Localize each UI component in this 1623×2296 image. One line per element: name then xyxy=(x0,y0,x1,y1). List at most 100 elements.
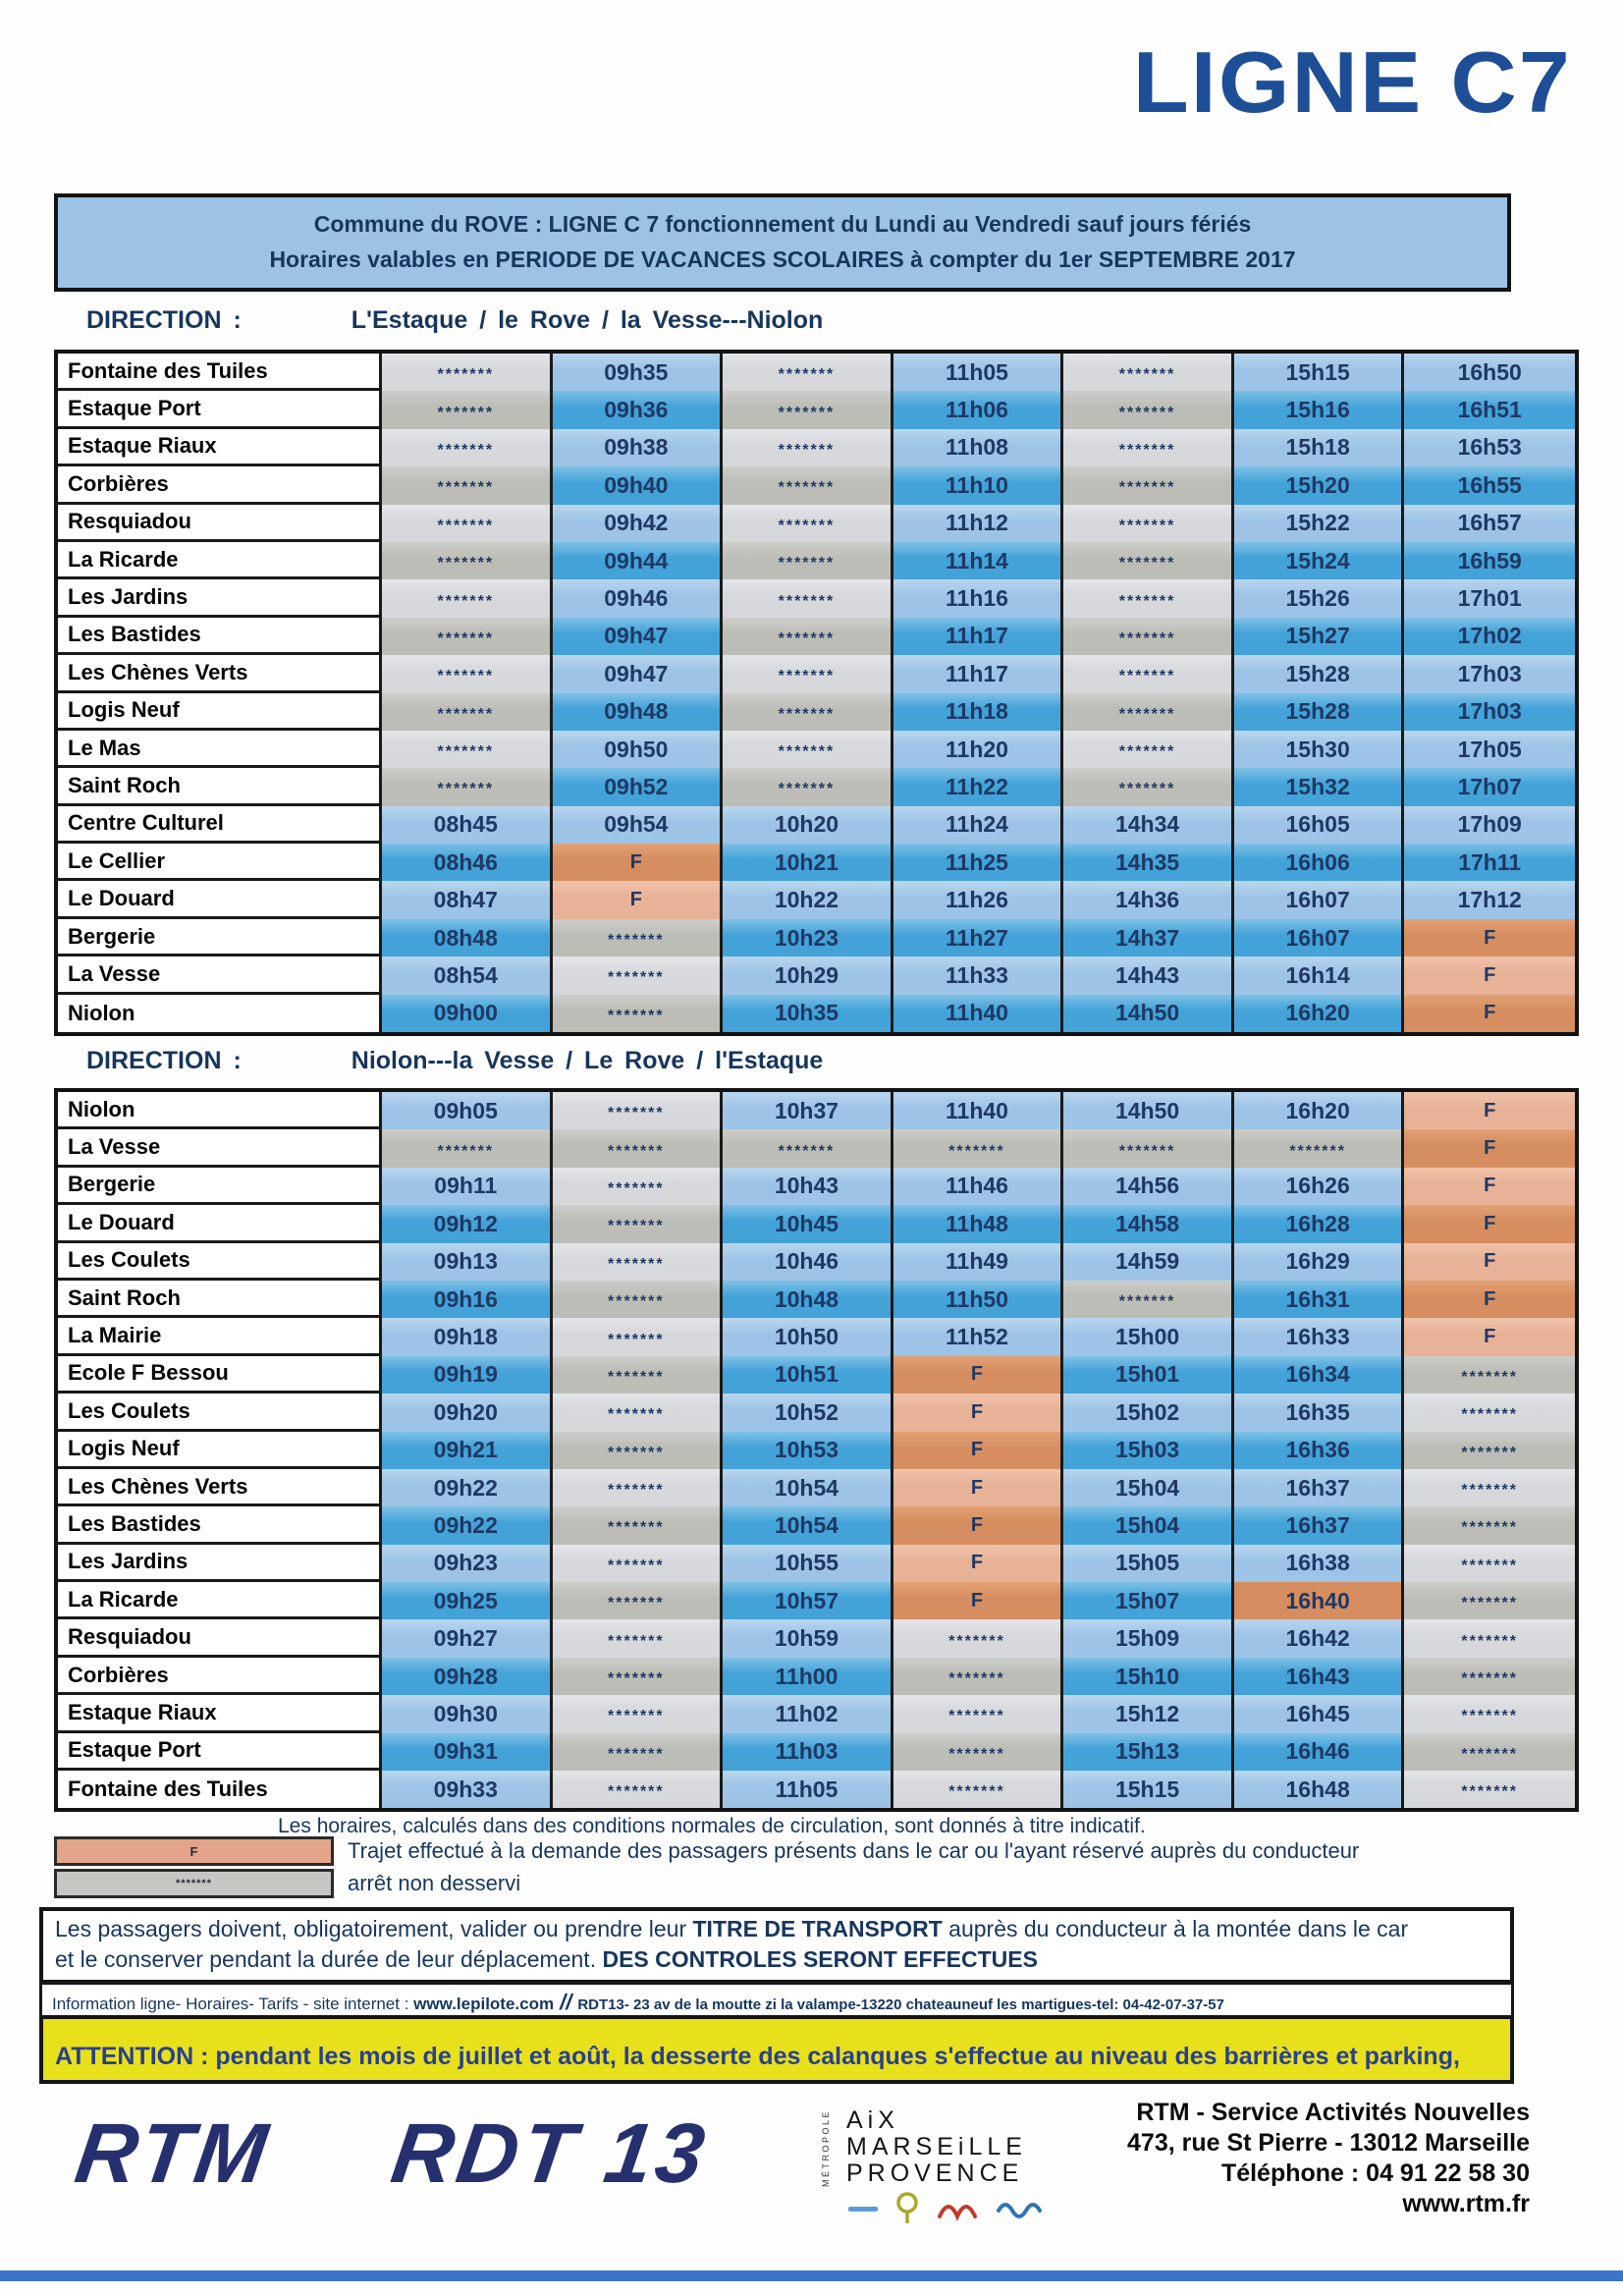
not-served-cell: ******* xyxy=(1404,1695,1575,1733)
time-cell: 11h33 xyxy=(893,957,1064,995)
not-served-cell: ******* xyxy=(1063,466,1234,505)
notice-text: et le conserver pendant la durée de leur… xyxy=(55,1946,603,1972)
time-cell: 11h00 xyxy=(723,1657,893,1696)
time-cell: 10h29 xyxy=(723,957,893,995)
time-cell: 11h25 xyxy=(893,844,1064,882)
stop-name-cell: La Ricarde xyxy=(58,1582,382,1620)
not-served-cell: ******* xyxy=(1063,1129,1234,1168)
time-cell: 17h12 xyxy=(1404,881,1575,919)
not-served-cell: ******* xyxy=(893,1619,1064,1658)
table-row: Bergerie 09h11 ******* 10h43 11h46 14h56 16h26… xyxy=(58,1167,1575,1206)
time-cell: 11h20 xyxy=(893,730,1064,769)
stop-name-cell: Les Bastides xyxy=(58,1506,382,1545)
not-served-cell: ******* xyxy=(1404,1544,1575,1583)
time-cell: 16h51 xyxy=(1404,391,1575,429)
on-demand-cell: F xyxy=(893,1544,1064,1583)
table-row: Estaque Riaux 09h30 ******* 11h02 ******* 15h… xyxy=(58,1695,1575,1733)
on-demand-cell: F xyxy=(1404,1318,1575,1356)
on-demand-cell: F xyxy=(893,1355,1064,1394)
time-cell: 15h05 xyxy=(1063,1544,1234,1583)
time-cell: 10h45 xyxy=(723,1205,893,1243)
time-cell: 11h17 xyxy=(893,617,1064,656)
time-cell: 11h27 xyxy=(893,918,1064,957)
time-cell: 09h42 xyxy=(552,504,724,542)
direction-route: Niolon---la Vesse / Le Rove / l'Estaque xyxy=(351,1047,824,1074)
time-cell: 16h36 xyxy=(1233,1431,1405,1469)
time-cell: 16h45 xyxy=(1233,1695,1405,1733)
legend-not-served: ******* arrêt non desservi xyxy=(54,1869,520,1898)
not-served-cell: ******* xyxy=(723,391,893,429)
not-served-cell: ******* xyxy=(1063,541,1234,580)
not-served-cell: ******* xyxy=(723,428,893,467)
not-served-cell: ******* xyxy=(382,541,553,580)
table-row: Niolon 09h00 ******* 10h35 11h40 14h50 16h20 F xyxy=(58,994,1575,1033)
not-served-cell: ******* xyxy=(552,1544,724,1583)
time-cell: 09h05 xyxy=(382,1092,553,1130)
time-cell: 16h38 xyxy=(1233,1544,1405,1583)
time-cell: 09h46 xyxy=(552,579,724,618)
footer-website: www.rtm.fr xyxy=(1402,2190,1530,2217)
table-row: Resquiadou 09h27 ******* 10h59 ******* 15h09 1… xyxy=(58,1619,1575,1658)
time-cell: 09h44 xyxy=(552,541,724,580)
time-cell: 16h07 xyxy=(1233,918,1405,957)
time-cell: 15h32 xyxy=(1233,768,1405,806)
time-cell: 15h04 xyxy=(1063,1506,1234,1545)
time-cell: 16h20 xyxy=(1233,994,1405,1033)
time-cell: 10h35 xyxy=(723,994,893,1033)
legend-on-demand-text: Trajet effectué à la demande des passage… xyxy=(348,1838,1360,1863)
time-cell: 15h28 xyxy=(1233,692,1405,731)
time-cell: 09h16 xyxy=(382,1280,553,1319)
time-cell: 08h47 xyxy=(382,881,553,919)
on-demand-cell: F xyxy=(1404,918,1575,957)
on-demand-cell: F xyxy=(893,1582,1064,1620)
time-cell: 11h05 xyxy=(723,1771,893,1809)
on-demand-cell: F xyxy=(1404,994,1575,1033)
time-cell: 11h24 xyxy=(893,805,1064,845)
not-served-cell: ******* xyxy=(552,957,724,995)
not-served-cell: ******* xyxy=(552,1280,724,1319)
stop-name-cell: Les Chènes Verts xyxy=(58,655,382,693)
time-cell: 09h13 xyxy=(382,1242,553,1281)
time-cell: 10h20 xyxy=(723,805,893,845)
on-demand-cell: F xyxy=(1404,1092,1575,1130)
time-cell: 09h30 xyxy=(382,1695,553,1733)
stop-name-cell: Logis Neuf xyxy=(58,692,382,731)
time-cell: 10h55 xyxy=(723,1544,893,1583)
stop-name-cell: Les Bastides xyxy=(58,617,382,656)
time-cell: 09h23 xyxy=(382,1544,553,1583)
time-cell: 10h48 xyxy=(723,1280,893,1319)
info-separator: // xyxy=(560,1990,572,2014)
not-served-cell: ******* xyxy=(552,994,724,1033)
time-cell: 09h35 xyxy=(552,354,724,392)
time-cell: 15h24 xyxy=(1233,541,1405,580)
not-served-cell: ******* xyxy=(893,1732,1064,1772)
not-served-cell: ******* xyxy=(723,692,893,731)
time-cell: 15h10 xyxy=(1063,1657,1234,1696)
time-cell: 16h50 xyxy=(1404,354,1575,392)
table-row: Les Bastides 09h22 ******* 10h54 F 15h04 16h37… xyxy=(58,1506,1575,1545)
info-address-text: RDT13- 23 av de la moutte zi la valampe-… xyxy=(577,1996,1224,2013)
time-cell: 11h48 xyxy=(893,1205,1064,1243)
not-served-cell: ******* xyxy=(382,354,553,392)
stop-name-cell: Le Cellier xyxy=(58,844,382,882)
not-served-cell: ******* xyxy=(552,1167,724,1206)
time-cell: 17h01 xyxy=(1404,579,1575,618)
time-cell: 16h05 xyxy=(1233,805,1405,845)
time-cell: 09h40 xyxy=(552,466,724,505)
stop-name-cell: La Ricarde xyxy=(58,541,382,580)
time-cell: 11h06 xyxy=(893,391,1064,429)
time-cell: 11h08 xyxy=(893,428,1064,467)
not-served-cell: ******* xyxy=(382,768,553,806)
not-served-cell: ******* xyxy=(382,579,553,618)
rdt13-logo: RDT 13 xyxy=(386,2106,715,2201)
time-cell: 11h03 xyxy=(723,1732,893,1772)
time-cell: 15h15 xyxy=(1063,1771,1234,1809)
not-served-cell: ******* xyxy=(552,1657,724,1696)
table-row: Estaque Port 09h31 ******* 11h03 ******* 15h1… xyxy=(58,1732,1575,1772)
time-cell: 16h37 xyxy=(1233,1468,1405,1507)
time-cell: 10h23 xyxy=(723,918,893,957)
time-cell: 09h48 xyxy=(552,692,724,731)
page-title: LIGNE C7 xyxy=(1132,33,1572,131)
time-cell: 11h10 xyxy=(893,466,1064,505)
